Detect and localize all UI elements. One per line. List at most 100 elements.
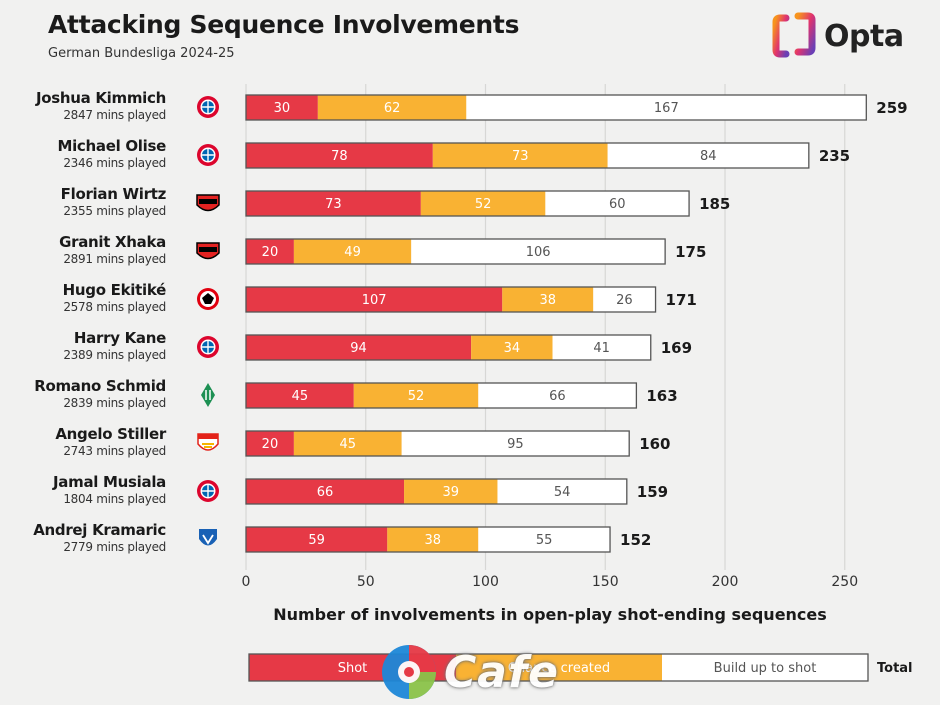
bayern-icon (197, 144, 219, 166)
bar-value-label: 45 (292, 389, 309, 404)
x-axis-title: Number of involvements in open-play shot… (273, 605, 827, 624)
legend-swatch (456, 654, 662, 681)
bar-total-label: 235 (819, 147, 850, 165)
player-minutes: 2891 mins played (63, 252, 166, 266)
bar-segment-chance-created (502, 287, 594, 312)
cafe-watermark: Cafe (378, 641, 559, 703)
bar-segment-chance-created (293, 239, 412, 264)
legend-label: Chance created (508, 661, 610, 676)
bar-outline (245, 478, 628, 505)
bar-value-label: 20 (262, 437, 279, 452)
player-minutes: 2839 mins played (63, 396, 166, 410)
bar-outline (245, 382, 638, 409)
player-name: Hugo Ekitiké (63, 281, 166, 299)
bar-segment-build-up (411, 239, 666, 264)
bar-outline (245, 190, 690, 217)
x-tick-label: 250 (831, 574, 858, 590)
leverkusen-icon (196, 194, 220, 212)
bar-value-label: 167 (654, 101, 679, 116)
page-title: Attacking Sequence Involvements (48, 10, 520, 39)
bar-segment-shot (246, 431, 294, 456)
bar-segment-chance-created (420, 191, 546, 216)
bar-value-label: 107 (362, 293, 387, 308)
bar-value-label: 41 (593, 341, 610, 356)
bar-segment-chance-created (471, 335, 553, 360)
x-tick-label: 150 (592, 574, 619, 590)
bar-value-label: 45 (340, 437, 357, 452)
bremen-icon (201, 383, 215, 407)
bar-segment-shot (246, 383, 354, 408)
player-minutes: 1804 mins played (63, 492, 166, 506)
bayern-icon (197, 480, 219, 502)
bar-segment-shot (246, 527, 388, 552)
bar-segment-chance-created (387, 527, 479, 552)
bar-value-label: 73 (325, 197, 342, 212)
bar-value-label: 52 (475, 197, 492, 212)
bar-outline (245, 526, 611, 553)
bar-total-label: 175 (675, 243, 706, 261)
player-minutes: 2743 mins played (63, 444, 166, 458)
opta-wordmark: Opta (824, 18, 904, 54)
x-tick-label: 200 (712, 574, 739, 590)
bar-value-label: 30 (274, 101, 291, 116)
bar-value-label: 55 (536, 533, 553, 548)
bar-value-label: 95 (507, 437, 524, 452)
player-name: Harry Kane (74, 329, 166, 347)
player-name: Romano Schmid (34, 377, 166, 395)
player-name: Andrej Kramaric (33, 521, 166, 539)
bar-value-label: 26 (616, 293, 633, 308)
stuttgart-icon (197, 433, 219, 451)
bar-outline (245, 334, 652, 361)
bar-value-label: 60 (609, 197, 626, 212)
bar-outline (245, 238, 666, 265)
bar-segment-build-up (552, 335, 651, 360)
bar-total-label: 259 (876, 99, 907, 117)
player-name: Granit Xhaka (59, 233, 166, 251)
bar-total-label: 160 (639, 435, 670, 453)
legend-outline (248, 653, 869, 682)
bar-segment-shot (246, 191, 421, 216)
bar-value-label: 34 (504, 341, 521, 356)
bar-segment-build-up (466, 95, 867, 120)
bar-value-label: 78 (331, 149, 348, 164)
page-subtitle: German Bundesliga 2024-25 (48, 46, 235, 61)
bar-total-label: 185 (699, 195, 730, 213)
bar-segment-chance-created (353, 383, 479, 408)
player-name: Florian Wirtz (61, 185, 167, 203)
bar-outline (245, 430, 630, 457)
bar-value-label: 54 (554, 485, 571, 500)
bar-value-label: 39 (442, 485, 459, 500)
bar-segment-shot (246, 335, 472, 360)
bar-value-label: 52 (408, 389, 425, 404)
watermark-logo-icon (382, 645, 436, 699)
bar-segment-chance-created (317, 95, 467, 120)
bar-total-label: 159 (637, 483, 668, 501)
bar-segment-shot (246, 143, 433, 168)
bar-value-label: 38 (539, 293, 556, 308)
bar-value-label: 59 (308, 533, 325, 548)
bayern-icon (197, 336, 219, 358)
bar-total-label: 171 (666, 291, 697, 309)
bar-value-label: 20 (262, 245, 279, 260)
bar-segment-chance-created (293, 431, 402, 456)
player-minutes: 2346 mins played (63, 156, 166, 170)
bar-segment-build-up (478, 383, 637, 408)
legend-swatch (662, 654, 868, 681)
bar-outline (245, 286, 657, 313)
bar-value-label: 62 (384, 101, 401, 116)
x-tick-label: 50 (357, 574, 375, 590)
player-minutes: 2779 mins played (63, 540, 166, 554)
player-name: Joshua Kimmich (35, 89, 166, 107)
bar-segment-build-up (401, 431, 630, 456)
bar-value-label: 66 (317, 485, 334, 500)
legend-total-label: Total (877, 661, 913, 676)
bar-segment-chance-created (404, 479, 498, 504)
hoffenheim-icon (199, 529, 217, 546)
bar-value-label: 106 (526, 245, 551, 260)
